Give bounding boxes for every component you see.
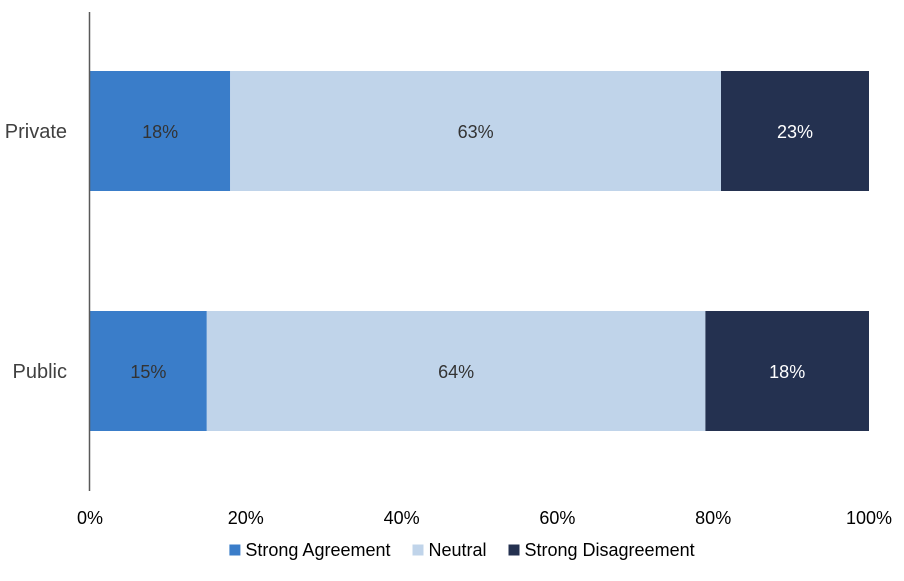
bar-private-strong-agreement	[90, 71, 231, 191]
legend-label-neutral: Neutral	[429, 540, 487, 560]
bar-public-neutral	[206, 311, 706, 431]
legend-label-strong-agreement: Strong Agreement	[245, 540, 390, 560]
data-label-public-neutral: 64%	[438, 362, 474, 382]
x-tick-label: 0%	[77, 508, 103, 528]
x-tick-label: 40%	[384, 508, 420, 528]
category-label-public: Public	[13, 361, 67, 383]
category-label-private: Private	[5, 121, 67, 143]
x-tick-labels: 0% 20% 40% 60% 80% 100%	[77, 508, 892, 528]
legend-label-strong-disagreement: Strong Disagreement	[525, 540, 695, 560]
bar-private-strong-disagreement	[721, 71, 869, 191]
bar-public-strong-disagreement	[705, 311, 869, 431]
x-tick-label: 100%	[846, 508, 892, 528]
data-labels: 18% 63% 23% 15% 64% 18%	[130, 122, 813, 382]
legend: Strong Agreement Neutral Strong Disagreeme…	[229, 540, 695, 560]
bar-private-neutral	[230, 71, 721, 191]
category-labels: Private Public	[5, 121, 67, 383]
legend-item-strong-disagreement: Strong Disagreement	[508, 540, 695, 560]
x-tick-label: 60%	[539, 508, 575, 528]
x-tick-label: 20%	[228, 508, 264, 528]
data-label-private-strong-agreement: 18%	[142, 122, 178, 142]
data-label-public-strong-disagreement: 18%	[769, 362, 805, 382]
legend-swatch-neutral	[412, 544, 424, 556]
bars	[90, 71, 869, 431]
data-label-private-neutral: 63%	[458, 122, 494, 142]
legend-item-strong-agreement: Strong Agreement	[229, 540, 390, 560]
legend-swatch-strong-disagreement	[508, 544, 520, 556]
data-label-private-strong-disagreement: 23%	[777, 122, 813, 142]
data-label-public-strong-agreement: 15%	[130, 362, 166, 382]
x-tick-label: 80%	[695, 508, 731, 528]
bar-public-strong-agreement	[90, 311, 207, 431]
legend-item-neutral: Neutral	[412, 540, 487, 560]
legend-swatch-strong-agreement	[229, 544, 241, 556]
